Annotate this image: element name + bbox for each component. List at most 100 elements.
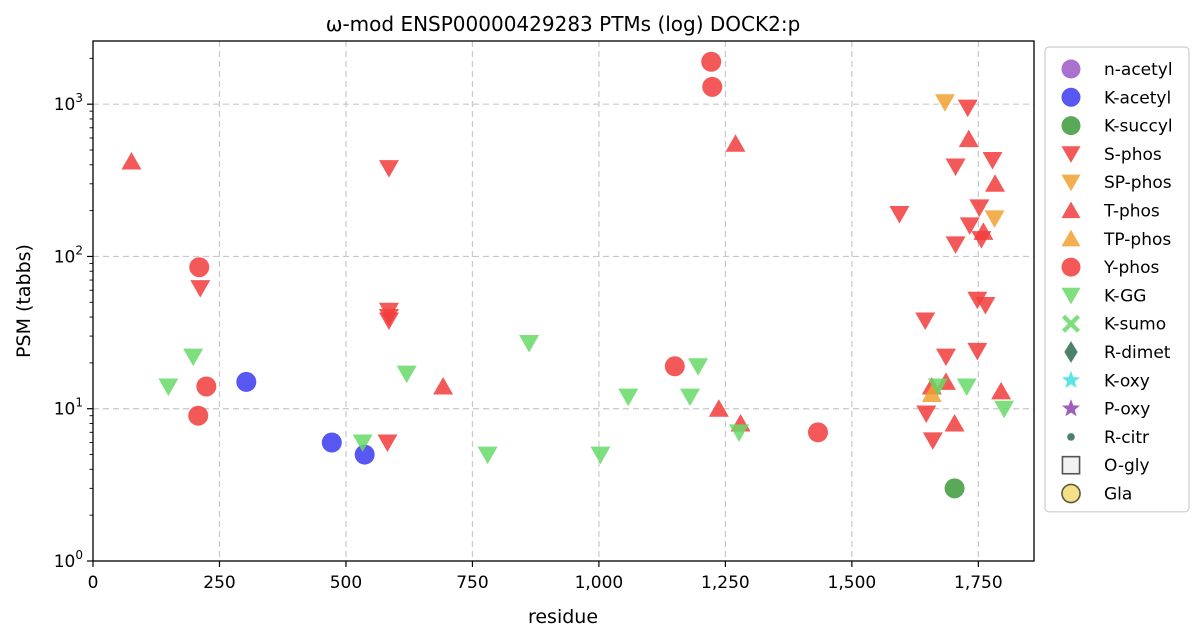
legend-marker-k-sumo bbox=[1061, 314, 1081, 333]
legend-label-gla: Gla bbox=[1104, 485, 1132, 505]
data-point-s-phos bbox=[922, 432, 943, 450]
legend-label-k-gg: K-GG bbox=[1104, 286, 1146, 306]
legend-marker-k-oxy bbox=[1061, 370, 1081, 388]
x-tick-label: 250 bbox=[203, 573, 235, 593]
y-tick-label: 101 bbox=[54, 396, 83, 420]
data-point-s-phos bbox=[945, 236, 966, 254]
data-point-y-phos bbox=[189, 257, 210, 278]
data-point-t-phos bbox=[991, 381, 1012, 400]
data-point-k-gg bbox=[994, 400, 1015, 419]
data-point-sp-phos bbox=[984, 210, 1005, 228]
x-tick-label: 1,500 bbox=[828, 573, 877, 593]
plot-frame bbox=[92, 40, 1035, 562]
data-point-t-phos bbox=[958, 129, 979, 148]
data-point-t-phos bbox=[708, 399, 729, 417]
legend-marker-p-oxy bbox=[1061, 399, 1081, 417]
legend-marker-r-dimet bbox=[1064, 341, 1078, 363]
marks-layer bbox=[121, 51, 1015, 499]
data-point-s-phos bbox=[982, 152, 1003, 170]
data-point-k-acetyl bbox=[321, 432, 342, 453]
data-point-k-acetyl bbox=[236, 371, 257, 392]
y-axis-label: PSM (tabbs) bbox=[13, 244, 35, 358]
data-point-t-phos bbox=[433, 376, 454, 395]
data-point-k-gg bbox=[183, 348, 204, 367]
data-point-s-phos bbox=[967, 342, 988, 361]
x-tick-label: 1,750 bbox=[954, 573, 1003, 593]
legend-marker-k-gg bbox=[1061, 287, 1081, 305]
data-point-y-phos bbox=[188, 405, 209, 426]
data-point-k-gg bbox=[519, 335, 540, 353]
data-point-t-phos bbox=[985, 174, 1006, 192]
x-tick-label: 1,000 bbox=[575, 573, 624, 593]
legend-marker-k-succyl bbox=[1061, 116, 1081, 136]
y-tick-label: 102 bbox=[54, 243, 83, 267]
data-point-y-phos bbox=[701, 51, 722, 72]
grid-layer bbox=[93, 41, 1034, 561]
data-point-k-gg bbox=[590, 446, 611, 465]
legend-label-k-sumo: K-sumo bbox=[1104, 315, 1166, 335]
legend-marker-y-phos bbox=[1061, 257, 1081, 277]
data-point-k-acetyl bbox=[354, 444, 375, 465]
data-point-k-succyl bbox=[944, 478, 965, 499]
legend-label-k-succyl: K-succyl bbox=[1104, 117, 1173, 137]
x-tick-label: 0 bbox=[88, 573, 99, 593]
legend-marker-sp-phos bbox=[1061, 174, 1081, 192]
legend-label-o-gly: O-gly bbox=[1104, 456, 1150, 476]
data-point-t-phos bbox=[725, 134, 746, 152]
data-point-k-gg bbox=[956, 378, 977, 396]
x-tick-label: 500 bbox=[330, 573, 362, 593]
data-point-y-phos bbox=[807, 422, 828, 443]
data-point-k-gg bbox=[729, 424, 750, 442]
legend-label-tp-phos: TP-phos bbox=[1103, 230, 1171, 250]
data-point-s-phos bbox=[378, 160, 399, 178]
data-point-t-phos bbox=[121, 152, 142, 170]
legend-marker-n-acetyl bbox=[1061, 59, 1081, 79]
data-point-tp-phos bbox=[921, 384, 942, 402]
legend-label-n-acetyl: n-acetyl bbox=[1104, 60, 1173, 80]
x-tick-label: 750 bbox=[456, 573, 488, 593]
x-tick-label: 1,250 bbox=[701, 573, 750, 593]
data-point-s-phos bbox=[959, 217, 980, 235]
data-point-s-phos bbox=[969, 199, 990, 217]
data-point-t-phos bbox=[973, 222, 994, 240]
data-point-k-gg bbox=[679, 388, 700, 407]
legend-marker-r-citr bbox=[1067, 433, 1075, 441]
data-point-s-phos bbox=[377, 434, 398, 453]
legend-frame bbox=[1044, 46, 1190, 513]
data-point-k-gg bbox=[477, 446, 498, 465]
data-point-s-phos bbox=[967, 291, 988, 310]
legend-marker-o-gly bbox=[1061, 455, 1081, 475]
chart-title: ω-mod ENSP00000429283 PTMs (log) DOCK2:p bbox=[326, 12, 801, 36]
y-tick-label: 100 bbox=[54, 548, 83, 572]
legend-label-r-dimet: R-dimet bbox=[1104, 343, 1171, 363]
data-point-sp-phos bbox=[934, 94, 955, 112]
legend-label-sp-phos: SP-phos bbox=[1104, 173, 1172, 193]
data-point-s-phos bbox=[916, 405, 937, 424]
legend-label-t-phos: T-phos bbox=[1103, 202, 1160, 222]
data-point-y-phos bbox=[702, 76, 723, 97]
axes-layer: 0 250 500 750 1,000 1,250 1,500 1,750 100 101 102 1… bbox=[54, 40, 1035, 593]
data-point-k-gg bbox=[927, 378, 948, 396]
data-point-t-phos bbox=[944, 413, 965, 432]
x-axis-label: residue bbox=[528, 606, 598, 628]
data-point-k-gg bbox=[158, 378, 179, 396]
legend-label-k-oxy: K-oxy bbox=[1104, 371, 1150, 391]
legend-label-r-citr: R-citr bbox=[1104, 428, 1149, 448]
legend-label-p-oxy: P-oxy bbox=[1104, 400, 1150, 420]
legend-marker-k-acetyl bbox=[1061, 87, 1081, 107]
legend-marker-gla bbox=[1061, 483, 1081, 504]
data-point-s-phos bbox=[915, 312, 936, 330]
legend-label-y-phos: Y-phos bbox=[1103, 258, 1159, 278]
data-point-k-gg bbox=[688, 358, 709, 376]
y-tick-label: 103 bbox=[54, 91, 83, 115]
legend: n-acetyl K-acetyl K-succyl S-phos SP-phos T-p… bbox=[1044, 46, 1190, 513]
data-point-s-phos bbox=[945, 158, 966, 176]
data-point-s-phos bbox=[957, 99, 978, 118]
data-point-k-gg bbox=[352, 434, 373, 453]
data-point-y-phos bbox=[196, 376, 217, 397]
data-point-s-phos bbox=[975, 296, 996, 315]
legend-marker-t-phos bbox=[1061, 201, 1081, 219]
legend-marker-s-phos bbox=[1061, 146, 1081, 163]
